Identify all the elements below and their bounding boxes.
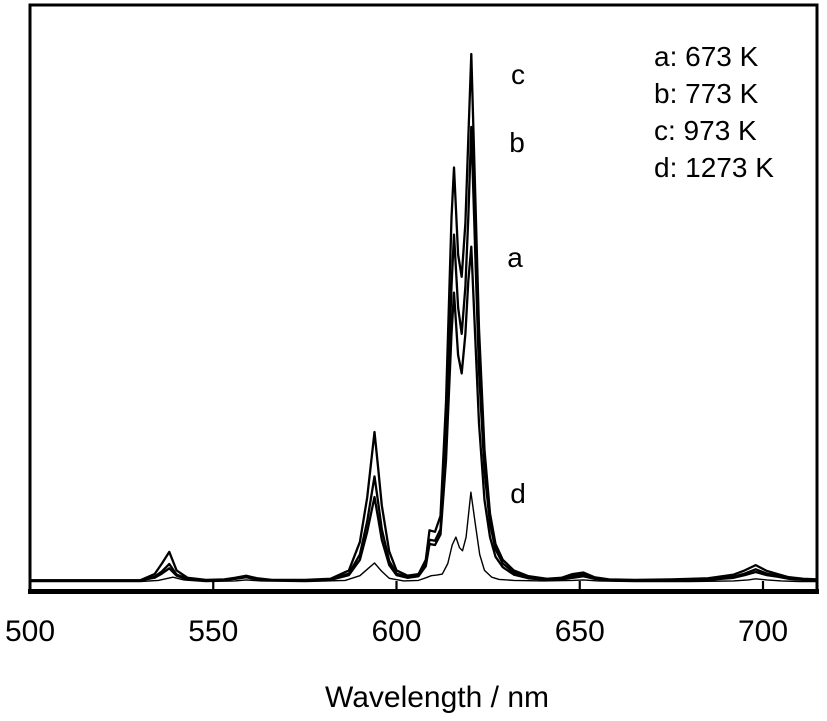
x-tick-label-650: 650 xyxy=(554,615,605,648)
curve-label-a: a xyxy=(507,242,523,273)
curve-label-d: d xyxy=(510,478,526,509)
spectrum-curve-d xyxy=(30,491,818,583)
x-tick-label-700: 700 xyxy=(737,615,789,648)
curve-label-c: c xyxy=(511,59,525,90)
x-tick-label-600: 600 xyxy=(371,615,422,648)
legend-entry-c: c: 973 K xyxy=(654,115,757,146)
spectrum-curve-c xyxy=(30,52,819,582)
spectra-curves xyxy=(30,52,819,583)
curve-label-b: b xyxy=(509,127,525,158)
legend-entry-b: b: 773 K xyxy=(654,78,759,109)
x-axis-title: Wavelength / nm xyxy=(325,681,549,714)
spectrum-curve-a xyxy=(30,245,819,583)
legend: a: 673 K b: 773 K c: 973 K d: 1273 K xyxy=(654,38,774,186)
spectrum-curve-b xyxy=(30,125,819,582)
x-tick-label-550: 550 xyxy=(188,615,239,648)
legend-entry-a: a: 673 K xyxy=(654,41,759,72)
x-axis-ticks xyxy=(28,581,765,591)
x-tick-label-500: 500 xyxy=(4,615,56,648)
legend-entry-d: d: 1273 K xyxy=(654,152,774,183)
